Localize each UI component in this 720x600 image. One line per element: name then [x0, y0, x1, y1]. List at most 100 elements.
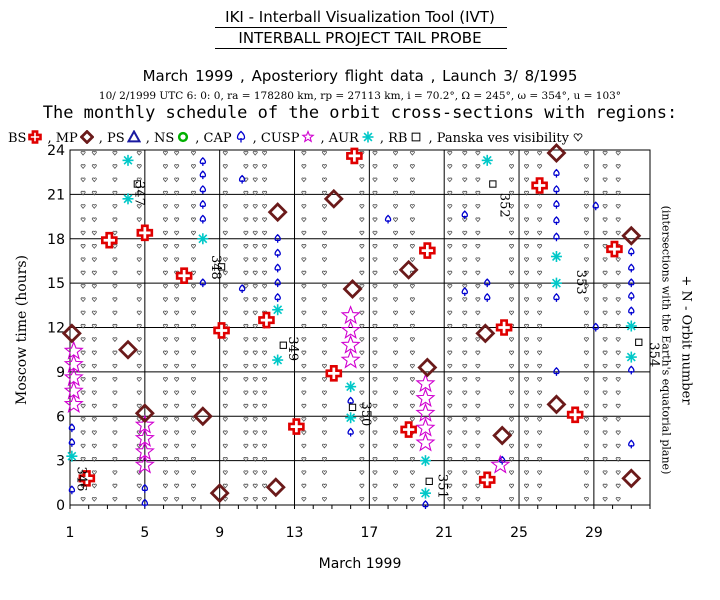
visibility-mark [136, 217, 142, 223]
cap-point [628, 306, 635, 316]
visibility-mark [372, 430, 378, 436]
visibility-mark [301, 470, 307, 476]
visibility-mark [136, 150, 142, 156]
visibility-mark [243, 377, 249, 382]
visibility-mark [162, 270, 168, 276]
rb-point [133, 180, 142, 188]
cap-point [628, 263, 635, 273]
visibility-mark [112, 430, 118, 436]
visibility-mark [359, 297, 365, 303]
visibility-mark [359, 390, 365, 396]
bs-point [531, 177, 548, 194]
visibility-mark [162, 403, 168, 409]
visibility-mark [409, 204, 415, 209]
visibility-mark [190, 390, 196, 396]
visibility-mark [393, 204, 399, 209]
mp-point [209, 483, 230, 504]
visibility-mark [321, 164, 327, 169]
visibility-mark [524, 283, 530, 289]
visibility-mark [136, 177, 142, 183]
x-tick-label: 25 [510, 525, 528, 541]
visibility-mark [321, 350, 327, 356]
visibility-mark [447, 257, 453, 263]
visibility-mark [359, 283, 365, 289]
visibility-mark [537, 217, 543, 223]
visibility-mark [447, 417, 453, 422]
visibility-mark [136, 310, 142, 316]
visibility-mark [80, 283, 86, 289]
visibility-mark [393, 390, 399, 396]
bs-point [258, 311, 275, 329]
mp-point [265, 477, 286, 498]
right-axis-label: + N - Orbit number [678, 275, 694, 405]
visibility-mark [112, 150, 118, 156]
visibility-mark [262, 496, 268, 502]
cap-point [274, 278, 281, 288]
visibility-mark [393, 230, 399, 236]
visibility-mark [537, 403, 543, 409]
visibility-mark [509, 244, 515, 249]
visibility-mark [136, 377, 142, 382]
visibility-mark [583, 217, 589, 223]
rb-point [217, 263, 226, 271]
visibility-mark [475, 430, 481, 436]
cap-point [199, 185, 207, 194]
aur-point [272, 304, 284, 316]
visibility-mark [475, 483, 481, 489]
visibility-mark [190, 363, 196, 369]
right-axis-sublabel: (intersections with the Earth's equatori… [659, 205, 673, 475]
visibility-mark [615, 230, 621, 236]
aur-point [66, 450, 78, 462]
visibility-mark [447, 470, 453, 476]
visibility-mark [190, 337, 196, 343]
visibility-mark [162, 217, 168, 223]
visibility-mark [583, 337, 589, 343]
visibility-mark [252, 230, 258, 236]
visibility-mark [162, 164, 168, 169]
visibility-mark [136, 403, 142, 409]
cap-point [422, 500, 429, 509]
visibility-mark [301, 310, 307, 316]
visibility-mark [583, 177, 589, 183]
visibility-mark [602, 483, 608, 489]
visibility-mark [393, 217, 399, 223]
visibility-mark [583, 310, 589, 316]
visibility-mark [222, 430, 228, 436]
aur-point [419, 487, 431, 499]
visibility-mark [80, 350, 86, 356]
visibility-mark [252, 310, 258, 316]
visibility-mark [222, 217, 228, 223]
visibility-mark [174, 377, 180, 382]
visibility-mark [222, 244, 228, 249]
x-tick-label: 13 [286, 525, 304, 541]
visibility-mark [393, 443, 399, 449]
visibility-mark [190, 297, 196, 303]
orbit-number-label: 346 [73, 467, 88, 492]
visibility-mark [162, 310, 168, 316]
orbit-number-label: 354 [646, 342, 661, 367]
visibility-mark [462, 403, 468, 409]
visibility-mark [462, 470, 468, 476]
visibility-mark [524, 390, 530, 396]
visibility-mark [602, 283, 608, 289]
visibility-mark [509, 204, 515, 209]
legend-label: BS [8, 131, 27, 146]
aur-point [550, 251, 562, 262]
visibility-mark [262, 470, 268, 476]
visibility-mark [91, 150, 97, 156]
visibility-mark [475, 164, 481, 169]
cap-point [141, 498, 149, 508]
visibility-mark [509, 310, 515, 316]
visibility-mark [537, 244, 543, 249]
visibility-mark [583, 297, 589, 303]
visibility-mark [252, 483, 258, 489]
cusp-point [415, 373, 436, 393]
x-tick-label: 5 [140, 525, 149, 541]
visibility-mark [301, 496, 307, 502]
visibility-mark [447, 363, 453, 369]
triangle-icon [126, 130, 141, 143]
y-tick-label: 3 [56, 454, 65, 470]
visibility-mark [359, 377, 365, 382]
visibility-mark [447, 150, 453, 156]
